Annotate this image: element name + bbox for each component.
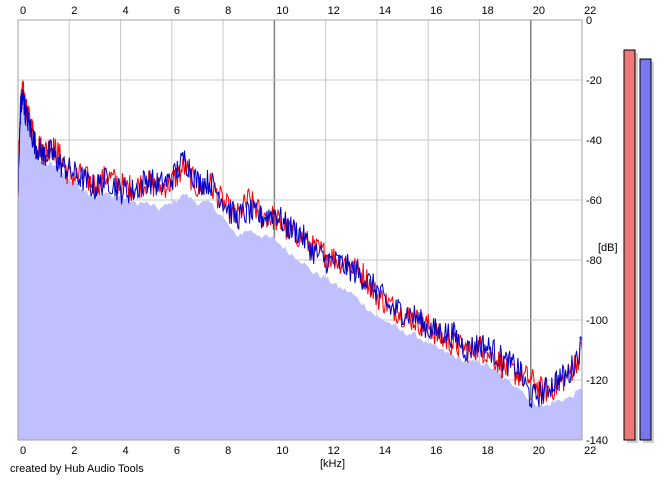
x-tick-label-bottom: 2 [71, 445, 77, 457]
y-tick-label: -40 [586, 135, 602, 147]
x-axis-top-tick-labels: 0 2 4 6 8 10 12 14 16 18 20 22 [20, 5, 596, 17]
right-level-meter [639, 58, 652, 441]
credit-text: created by Hub Audio Tools [10, 463, 144, 475]
spectrum-fill-area [18, 105, 582, 440]
y-tick-label: -100 [586, 315, 608, 327]
x-tick-label-top: 18 [481, 5, 493, 17]
x-tick-label-top: 22 [584, 5, 596, 17]
x-tick-label-top: 2 [71, 5, 77, 17]
x-tick-label-bottom: 14 [379, 445, 391, 457]
x-tick-label-bottom: 10 [276, 445, 288, 457]
level-meters [623, 49, 654, 443]
x-tick-label-top: 8 [225, 5, 231, 17]
y-tick-label: -140 [586, 435, 608, 447]
x-tick-label-top: 4 [123, 5, 129, 17]
x-tick-label-top: 12 [328, 5, 340, 17]
x-tick-label-bottom: 6 [174, 445, 180, 457]
x-tick-label-bottom: 22 [584, 445, 596, 457]
x-tick-label-bottom: 4 [123, 445, 129, 457]
plot-frame [17, 19, 583, 441]
x-tick-label-bottom: 16 [430, 445, 442, 457]
y-tick-label: -80 [586, 255, 602, 267]
x-tick-label-bottom: 12 [328, 445, 340, 457]
x-tick-label-top: 10 [276, 5, 288, 17]
x-axis-bottom-tick-labels: 0 2 4 6 8 10 12 14 16 18 20 22 [20, 445, 596, 457]
y-axis-label: [dB] [598, 242, 618, 254]
y-axis-tick-labels: 0 -20 -40 -60 -80 -100 -120 -140 [586, 15, 608, 447]
y-tick-label: -120 [586, 375, 608, 387]
x-tick-label-bottom: 20 [533, 445, 545, 457]
x-tick-label-top: 16 [430, 5, 442, 17]
x-axis-label: [kHz] [320, 458, 345, 470]
y-tick-label: 0 [586, 15, 592, 27]
y-tick-label: -20 [586, 75, 602, 87]
x-tick-label-top: 0 [20, 5, 26, 17]
x-tick-label-top: 6 [174, 5, 180, 17]
left-level-meter [623, 49, 636, 441]
y-tick-label: -60 [586, 195, 602, 207]
x-tick-label-bottom: 18 [481, 445, 493, 457]
x-tick-label-bottom: 0 [20, 445, 26, 457]
right-channel-line [17, 90, 583, 408]
x-tick-label-bottom: 8 [225, 445, 231, 457]
x-tick-label-top: 14 [379, 5, 391, 17]
x-tick-label-top: 20 [533, 5, 545, 17]
